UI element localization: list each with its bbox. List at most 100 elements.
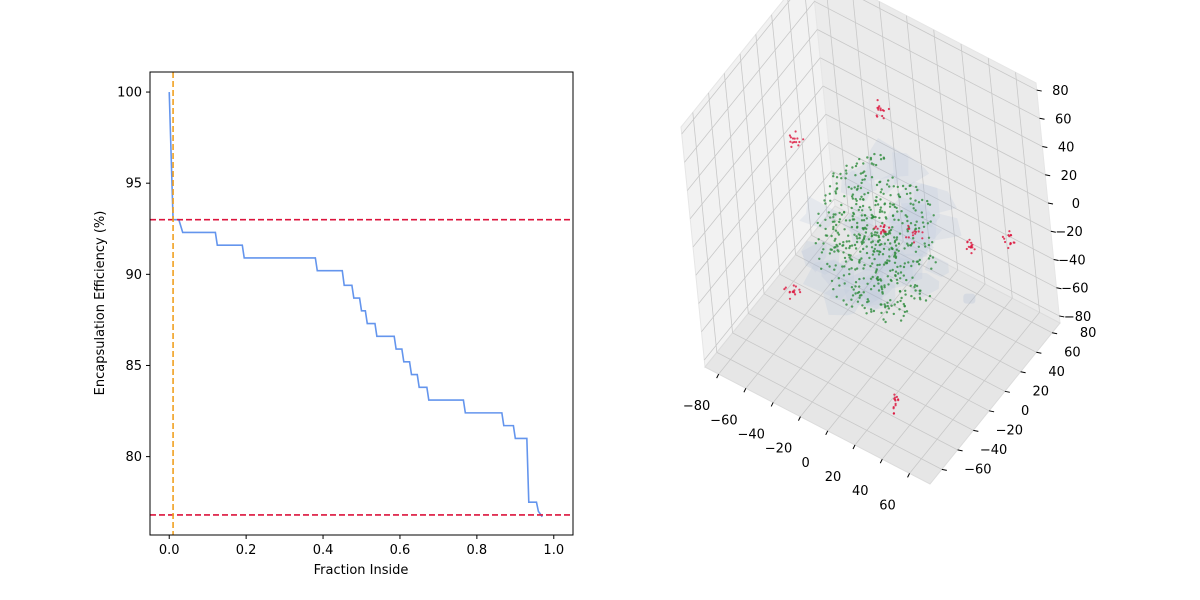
- inside-point: [897, 193, 900, 196]
- inside-point: [917, 227, 921, 230]
- inside-point: [858, 260, 861, 263]
- y-axis-ticks: 80 85 90 95 100: [117, 86, 150, 465]
- inside-point: [834, 192, 838, 195]
- inside-point: [910, 242, 914, 245]
- inside-point: [882, 263, 886, 266]
- inside-point: [843, 256, 847, 260]
- inside-point: [833, 220, 836, 223]
- inside-point: [851, 294, 855, 297]
- inside-point: [900, 210, 903, 213]
- z-tick-label: 0: [1072, 197, 1080, 212]
- inside-point: [874, 215, 877, 219]
- y-tick-label: 80: [1080, 326, 1097, 341]
- inside-point: [909, 202, 912, 205]
- inside-point: [835, 223, 838, 227]
- inside-point: [902, 265, 906, 269]
- inside-point: [897, 242, 901, 245]
- inside-point: [917, 201, 921, 204]
- inside-point: [878, 263, 881, 266]
- inside-point: [825, 234, 829, 237]
- inside-point: [841, 265, 844, 268]
- inside-point: [861, 178, 864, 182]
- inside-point: [892, 203, 896, 206]
- grid-line: [825, 113, 1052, 232]
- inside-point: [847, 253, 851, 257]
- inside-point: [824, 202, 827, 205]
- outside-point: [884, 230, 887, 233]
- inside-point: [875, 277, 879, 280]
- inside-point: [834, 237, 837, 241]
- inside-point: [899, 319, 903, 322]
- inside-point: [888, 248, 891, 251]
- inside-point: [896, 185, 899, 189]
- inside-point: [914, 250, 918, 253]
- inside-point: [859, 172, 863, 175]
- axes-panes: [680, 0, 1061, 485]
- x-axis-ticks: 0.0 0.2 0.4 0.6 0.8 1.0: [159, 535, 564, 558]
- inside-point: [817, 238, 820, 241]
- inside-point: [840, 203, 843, 207]
- inside-point: [881, 253, 885, 256]
- outside-point: [1012, 241, 1015, 244]
- inside-point: [889, 242, 892, 245]
- inside-point: [868, 206, 871, 209]
- x-tick-label: 20: [825, 470, 842, 485]
- inside-point: [834, 213, 837, 216]
- inside-point: [858, 294, 862, 297]
- inside-point: [833, 246, 836, 249]
- grid-line: [854, 283, 986, 446]
- inside-point: [874, 203, 877, 207]
- outside-point: [897, 399, 900, 402]
- outside-point: [911, 231, 914, 234]
- inside-point: [902, 314, 905, 318]
- surface-patch: [913, 183, 957, 217]
- inside-point: [850, 305, 854, 308]
- inside-point: [890, 246, 893, 249]
- inside-point: [887, 307, 891, 310]
- grid-line: [703, 198, 835, 361]
- inside-point: [820, 251, 824, 254]
- inside-point: [878, 216, 881, 220]
- tick-3d: [1045, 174, 1051, 177]
- inside-point: [882, 235, 885, 238]
- grid-line: [779, 273, 1006, 392]
- inside-point: [854, 164, 858, 168]
- y-tick-label: 85: [125, 359, 142, 374]
- outside-point: [1001, 235, 1005, 238]
- inside-point: [896, 210, 899, 213]
- inside-point: [880, 311, 883, 315]
- inside-point: [838, 218, 842, 221]
- inside-point: [876, 249, 879, 253]
- inside-point: [909, 244, 912, 247]
- inside-point: [906, 230, 909, 233]
- inside-point: [870, 310, 873, 313]
- inside-point: [885, 311, 889, 314]
- grid-line: [745, 227, 877, 389]
- inside-point: [888, 255, 891, 258]
- outside-point: [793, 137, 796, 140]
- inside-point: [928, 294, 932, 298]
- inside-point: [840, 177, 843, 180]
- inside-point: [890, 279, 893, 283]
- inside-point: [879, 158, 883, 161]
- inside-point: [879, 191, 882, 194]
- outside-point: [882, 230, 885, 233]
- inside-point: [883, 242, 887, 245]
- inside-point: [863, 263, 866, 267]
- inside-point: [873, 152, 876, 156]
- inside-point: [889, 299, 892, 302]
- inside-point: [828, 185, 832, 188]
- y-tick-label: 20: [1033, 384, 1050, 399]
- inside-point: [885, 183, 889, 186]
- inside-point: [856, 237, 859, 240]
- inside-point: [886, 232, 890, 236]
- inside-point: [903, 310, 907, 314]
- inside-point: [875, 268, 878, 271]
- inside-point: [894, 252, 897, 255]
- inside-point: [851, 197, 855, 200]
- outside-point: [973, 248, 976, 251]
- inside-point: [863, 306, 866, 310]
- inside-point: [895, 236, 899, 239]
- inside-point: [897, 272, 900, 275]
- y-tick-label: 60: [1064, 345, 1081, 360]
